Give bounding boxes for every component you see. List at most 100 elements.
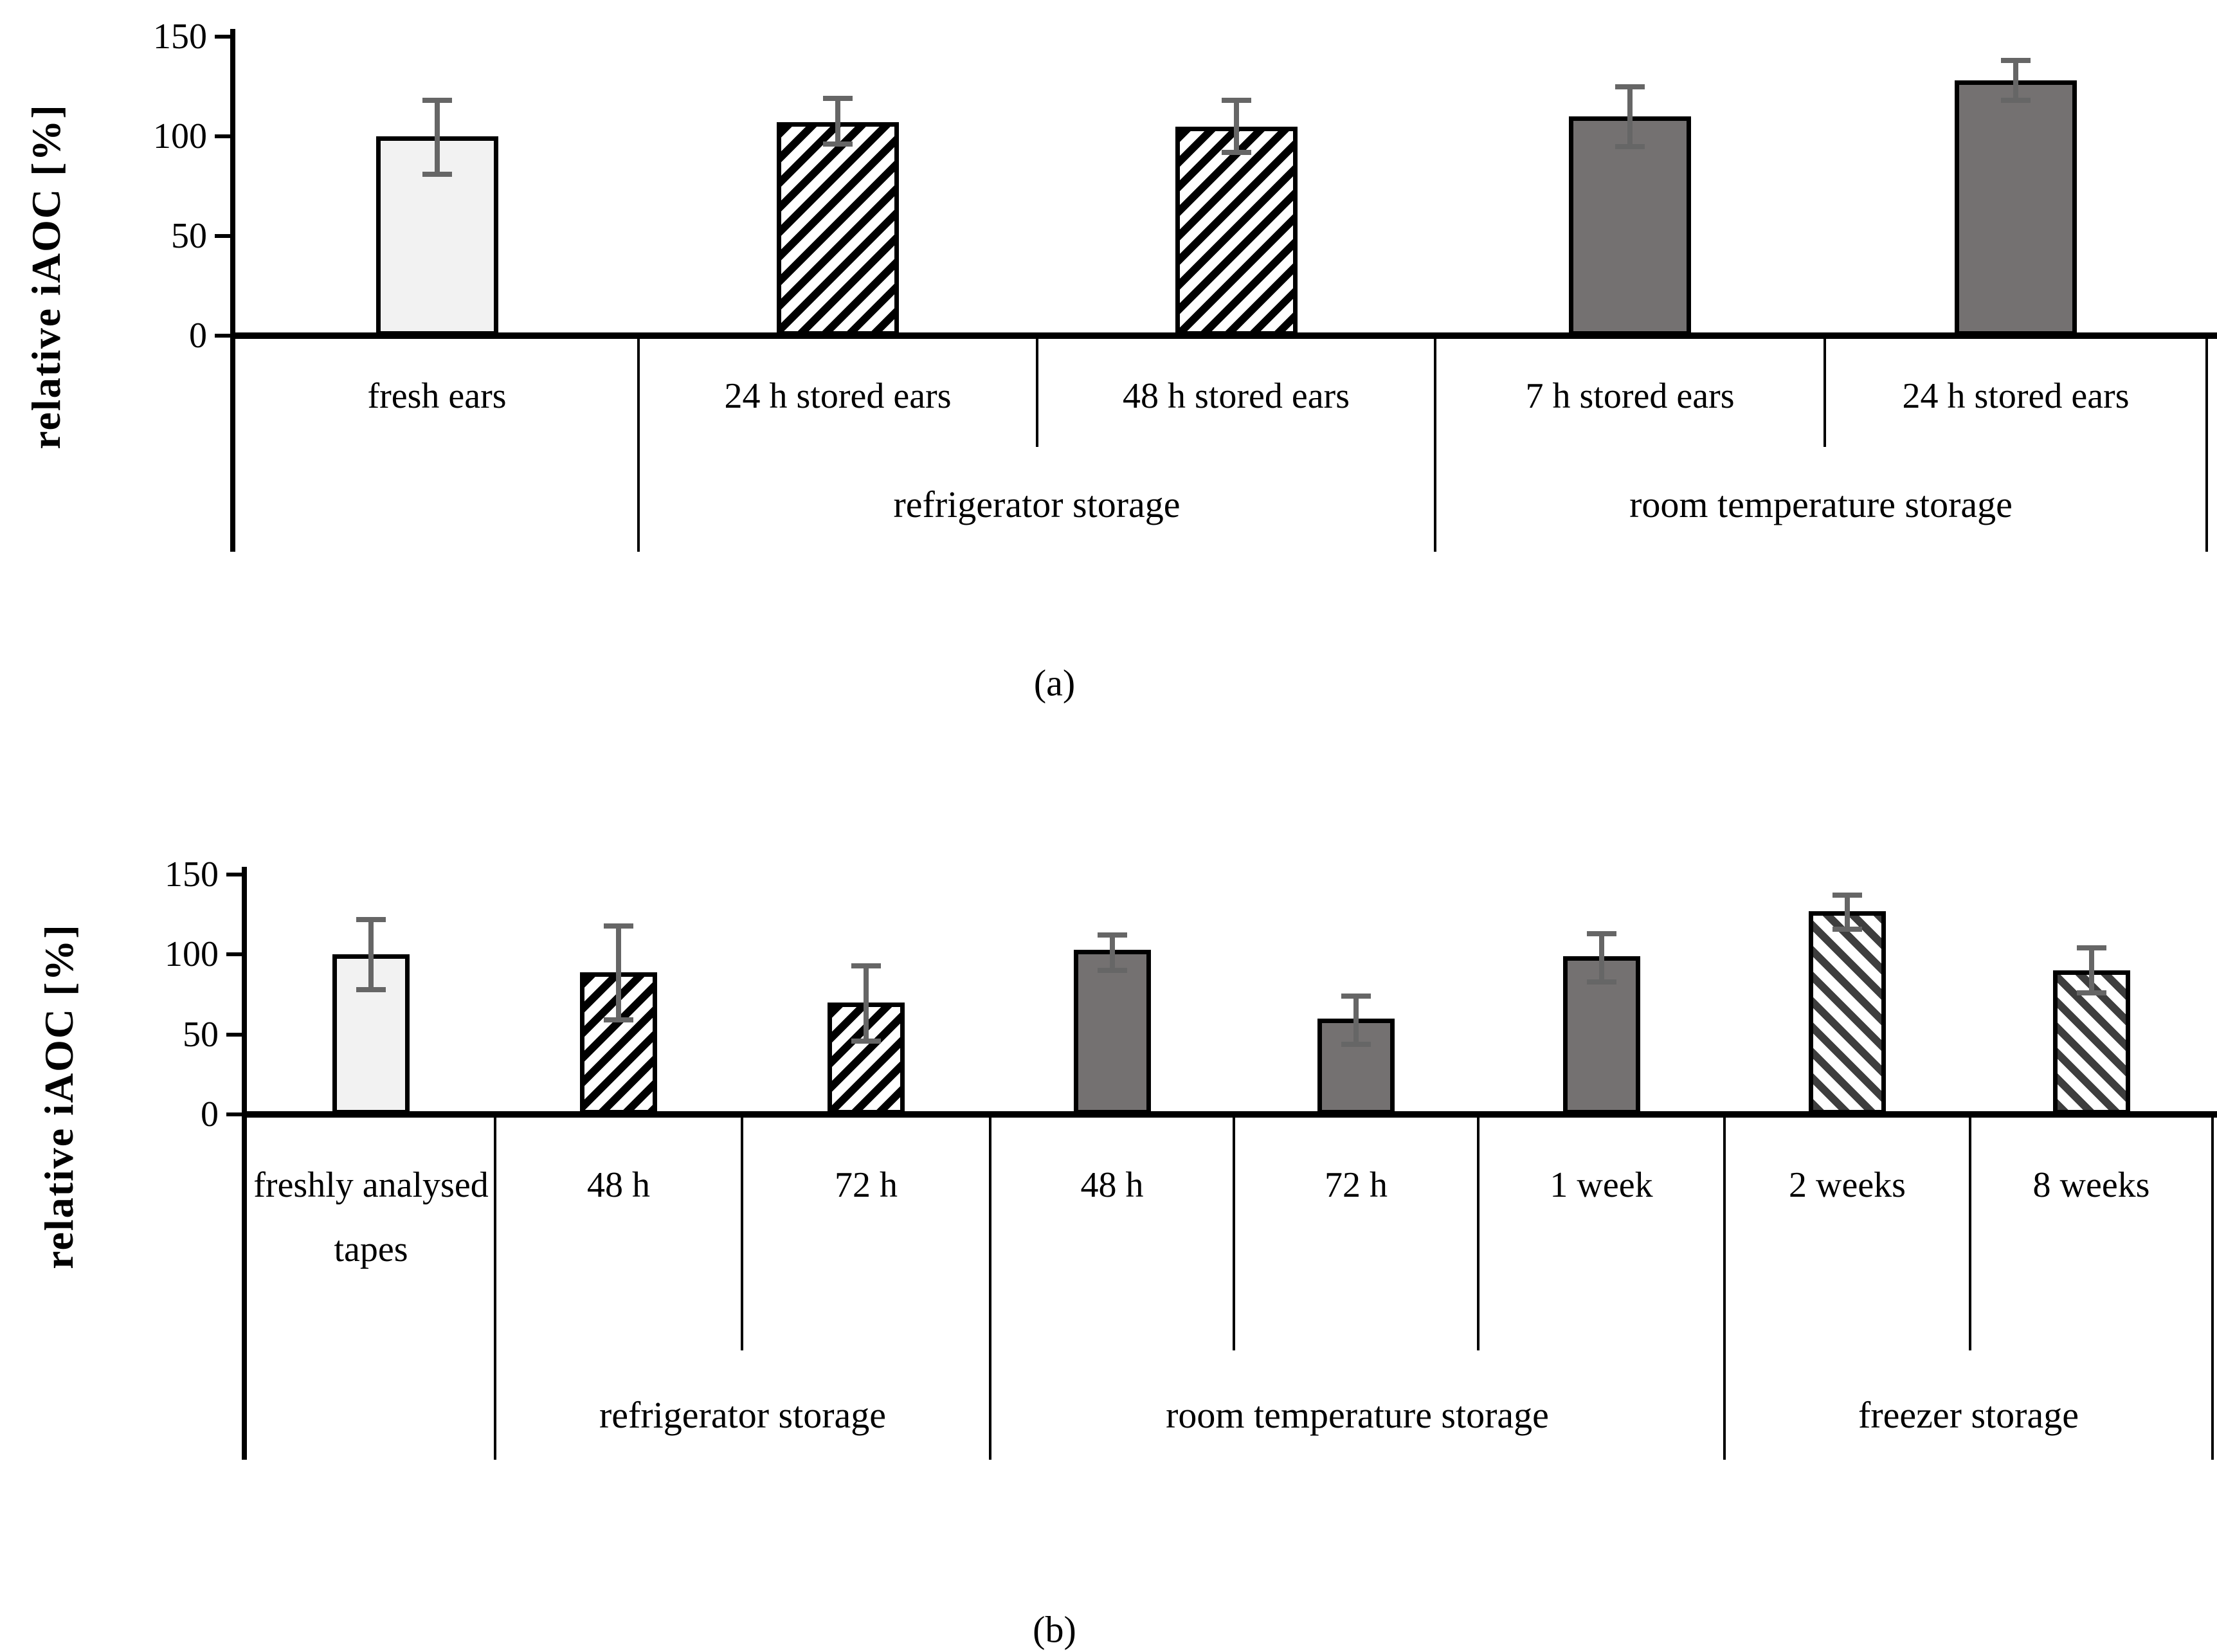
group-label: refrigerator storage xyxy=(893,484,1181,525)
error-bar-stem xyxy=(1353,995,1359,1044)
cell-divider xyxy=(494,1114,496,1460)
y-tick-label: 100 xyxy=(153,116,207,156)
cell-divider xyxy=(1477,1114,1480,1350)
category-label: 48 h xyxy=(1080,1165,1144,1205)
error-bar-stem xyxy=(1233,100,1239,152)
error-bar-cap xyxy=(1097,968,1127,974)
error-bar-stem xyxy=(835,98,840,145)
cell-divider xyxy=(637,336,640,552)
y-tick-label: 0 xyxy=(201,1094,219,1134)
error-bar-cap xyxy=(2076,945,2106,951)
error-bar-cap xyxy=(1615,84,1645,89)
error-bar-stem xyxy=(368,919,374,990)
error-bar-cap xyxy=(1832,926,1862,932)
group-label: room temperature storage xyxy=(1629,484,2013,525)
error-bar-stem xyxy=(1598,934,1604,982)
cell-divider xyxy=(2211,1114,2214,1460)
category-label: 24 h stored ears xyxy=(724,376,952,416)
cell-divider xyxy=(1434,336,1436,552)
cell-divider xyxy=(989,1114,991,1460)
category-label: fresh ears xyxy=(367,376,507,416)
bar xyxy=(1175,126,1298,336)
error-bar-cap xyxy=(2001,98,2031,104)
y-tick-label: 100 xyxy=(165,934,219,975)
category-label: freshly analysed tapes xyxy=(253,1165,489,1269)
error-bar-cap xyxy=(1221,149,1251,155)
cell-divider xyxy=(741,1114,743,1350)
group-label: refrigerator storage xyxy=(599,1393,887,1436)
y-tick-label: 0 xyxy=(189,316,207,356)
y-tick xyxy=(226,952,243,957)
category-label: 48 h xyxy=(587,1165,650,1205)
cell-divider xyxy=(2205,336,2208,552)
error-bar-stem xyxy=(1627,86,1633,147)
error-bar-cap xyxy=(1586,931,1616,936)
category-label: 72 h xyxy=(1325,1165,1388,1205)
error-bar-cap xyxy=(356,916,386,922)
y-tick xyxy=(226,872,243,876)
y-axis-label-b: relative iAOC [%] xyxy=(36,923,82,1269)
error-bar-stem xyxy=(1109,935,1115,971)
cell-divider xyxy=(1723,1114,1726,1460)
category-label: 24 h stored ears xyxy=(1902,376,2130,416)
error-bar-cap xyxy=(1586,979,1616,985)
category-label: 48 h stored ears xyxy=(1122,376,1350,416)
bar xyxy=(777,122,899,336)
error-bar-cap xyxy=(422,98,452,104)
category-label: 1 week xyxy=(1550,1165,1653,1205)
bar xyxy=(1073,949,1151,1114)
category-label: 2 weeks xyxy=(1789,1165,1906,1205)
panel-label-a: (a) xyxy=(1033,662,1076,704)
cell-divider xyxy=(1823,336,1826,447)
error-bar-cap xyxy=(1832,893,1862,898)
error-bar-cap xyxy=(604,1017,633,1023)
y-tick-label: 50 xyxy=(183,1014,219,1055)
error-bar-cap xyxy=(1221,98,1251,104)
bar xyxy=(580,972,657,1114)
error-bar-stem xyxy=(2088,948,2094,993)
bar xyxy=(1809,911,1886,1114)
y-tick-label: 150 xyxy=(165,854,219,894)
error-bar-stem xyxy=(864,965,869,1041)
category-label: 72 h xyxy=(835,1165,898,1205)
error-bar-cap xyxy=(356,987,386,993)
y-tick-label: 150 xyxy=(153,17,207,57)
error-bar-cap xyxy=(2076,990,2106,995)
error-bar-cap xyxy=(1341,1041,1371,1047)
y-tick-label: 50 xyxy=(171,216,207,256)
bar xyxy=(828,1002,905,1114)
error-bar-cap xyxy=(851,963,881,968)
y-axis xyxy=(230,29,235,552)
error-bar-cap xyxy=(2001,58,2031,64)
error-bar-cap xyxy=(1341,993,1371,999)
category-label: 7 h stored ears xyxy=(1525,376,1735,416)
error-bar-cap xyxy=(851,1038,881,1044)
cell-divider xyxy=(1969,1114,1971,1350)
y-tick xyxy=(215,334,231,338)
bar xyxy=(1955,80,2077,336)
error-bar-cap xyxy=(823,141,853,147)
y-tick xyxy=(226,1032,243,1037)
error-bar-cap xyxy=(604,923,633,929)
y-tick xyxy=(226,1112,243,1116)
y-tick xyxy=(215,134,231,138)
error-bar-cap xyxy=(422,171,452,177)
y-axis xyxy=(242,867,247,1460)
error-bar-stem xyxy=(2013,60,2018,101)
error-bar-stem xyxy=(434,100,440,174)
panel-label-b: (b) xyxy=(1033,1608,1076,1651)
error-bar-cap xyxy=(823,96,853,102)
error-bar-stem xyxy=(1845,895,1850,929)
y-tick xyxy=(215,35,231,39)
category-label: 8 weeks xyxy=(2032,1165,2150,1205)
bar xyxy=(1569,116,1691,336)
cell-divider xyxy=(1036,336,1038,447)
error-bar-cap xyxy=(1615,143,1645,149)
error-bar-cap xyxy=(1097,932,1127,938)
y-axis-label-a: relative iAOC [%] xyxy=(23,104,69,449)
cell-divider xyxy=(1233,1114,1235,1350)
group-label: freezer storage xyxy=(1858,1393,2079,1436)
x-axis-baseline xyxy=(242,1111,2217,1118)
group-label: room temperature storage xyxy=(1166,1393,1549,1436)
